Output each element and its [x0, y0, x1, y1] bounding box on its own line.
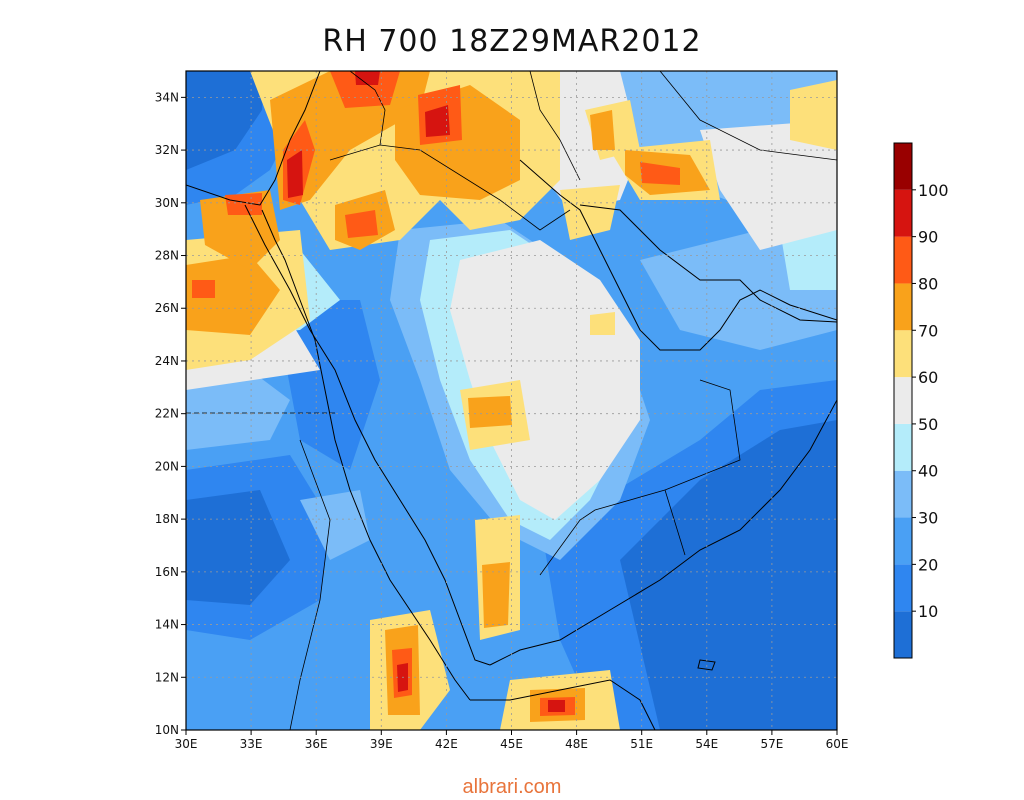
yemen-border	[539, 489, 686, 576]
colorbar-swatch	[894, 517, 912, 565]
rh-redorange-suez	[225, 193, 262, 215]
rh-redorange-tabuk	[345, 210, 378, 238]
tick-label-lat: 16N	[155, 565, 179, 579]
syria-border	[349, 71, 386, 146]
red-sea-east-coast	[244, 204, 491, 666]
rh-red-lebanon	[355, 71, 380, 85]
colorbar-swatch	[894, 330, 912, 378]
tick-label-lon: 39E	[370, 737, 393, 751]
coastlines	[186, 71, 837, 730]
mediterranean-coast	[186, 71, 321, 206]
gridlines	[186, 71, 837, 730]
colorbar-swatch	[894, 423, 912, 471]
tick-label-lon: 60E	[826, 737, 849, 751]
tick-label-lat: 22N	[155, 407, 179, 421]
colorbar-swatch	[894, 470, 912, 518]
colorbar-label: 30	[918, 509, 938, 528]
colorbar-swatch	[894, 143, 912, 190]
map-title: RH 700 18Z29MAR2012	[322, 24, 702, 59]
colorbar-label: 80	[918, 274, 938, 293]
colorbar: 10 20 30 40 50 60 70 80 90 100	[893, 142, 949, 659]
lon-axis: 30E 33E 36E 39E 42E 45E 48E 51E 54E 57E 60E	[175, 730, 849, 751]
rh-redorange-egypt	[192, 280, 215, 298]
rh-red-palestine	[287, 150, 303, 198]
tick-label-lat: 24N	[155, 354, 179, 368]
colorbar-label: 50	[918, 415, 938, 434]
rh-dry-redsea	[285, 300, 380, 470]
tick-label-lon: 33E	[240, 737, 263, 751]
northern-border	[329, 144, 571, 231]
tick-label-lat: 32N	[155, 143, 179, 157]
rh-light-egypt	[186, 370, 290, 450]
tick-label-lat: 14N	[155, 618, 179, 632]
rh-redorange-lebanon	[330, 71, 400, 108]
colorbar-label: 70	[918, 321, 938, 340]
watermark: albrari.com	[462, 776, 562, 798]
rh-verydry-nw	[186, 71, 265, 170]
rh-gray-iran	[700, 120, 837, 250]
rh-gray-arabia	[450, 240, 640, 520]
tick-label-lon: 30E	[175, 737, 198, 751]
rh-field	[186, 71, 837, 730]
colorbar-label: 100	[918, 181, 949, 200]
oman-border	[664, 379, 741, 491]
socotra	[697, 659, 716, 671]
colorbar-swatch	[894, 283, 912, 331]
rh-orange-levant	[270, 71, 430, 210]
tick-label-lat: 26N	[155, 301, 179, 315]
sudan-border	[289, 439, 331, 730]
rh-yellow-kuwait	[560, 185, 620, 240]
arabian-south-coast	[489, 399, 837, 666]
iran-border	[659, 71, 837, 161]
tick-label-lat: 28N	[155, 249, 179, 263]
tick-label-lon: 48E	[565, 737, 588, 751]
colorbar-label: 20	[918, 555, 938, 574]
colorbar-swatch	[894, 236, 912, 284]
rh-redorange-iran	[640, 162, 680, 185]
tick-label-lon: 45E	[500, 737, 523, 751]
rh-red-somalia	[548, 700, 565, 712]
tick-label-lat: 34N	[155, 90, 179, 104]
rh-orange-yemen	[482, 562, 510, 628]
rh-yellow-ne	[790, 80, 837, 150]
gulf-coast	[519, 159, 837, 351]
colorbar-swatch	[894, 611, 912, 658]
colorbar-swatch	[894, 189, 912, 237]
lat-axis: 10N 12N 14N 16N 18N 20N 22N 24N 26N 28N 30N 32N 34N	[155, 90, 186, 737]
iran-coast	[579, 204, 837, 323]
tick-label-lon: 54E	[695, 737, 718, 751]
tick-label-lat: 18N	[155, 512, 179, 526]
rh-verydry-se	[620, 420, 837, 730]
tick-label-lon: 57E	[760, 737, 783, 751]
tick-label-lat: 12N	[155, 670, 179, 684]
tick-label-lat: 20N	[155, 459, 179, 473]
colorbar-label: 90	[918, 228, 938, 247]
colorbar-label: 10	[918, 602, 938, 621]
red-sea-west-coast	[261, 209, 471, 701]
rh-red-jordan	[425, 105, 450, 137]
rh-orange-egypt	[186, 255, 280, 335]
rh-light-sudan	[300, 490, 370, 560]
colorbar-frame	[893, 142, 913, 659]
somalia-coast	[470, 679, 656, 730]
borders	[186, 71, 837, 730]
rh-orange-hijaz	[468, 396, 512, 428]
colorbar-label: 60	[918, 368, 938, 387]
tick-label-lat: 30N	[155, 196, 179, 210]
rh-orange-baghdad	[590, 110, 615, 150]
colorbar-swatch	[894, 564, 912, 612]
tick-label-lon: 51E	[630, 737, 653, 751]
colorbar-swatch	[894, 377, 912, 424]
tick-label-lon: 36E	[305, 737, 328, 751]
colorbar-label: 40	[918, 462, 938, 481]
rh-yellow-qatar	[590, 312, 615, 335]
tick-label-lat: 10N	[155, 723, 179, 737]
iraq-iran-border	[529, 71, 581, 181]
tick-label-lon: 42E	[435, 737, 458, 751]
